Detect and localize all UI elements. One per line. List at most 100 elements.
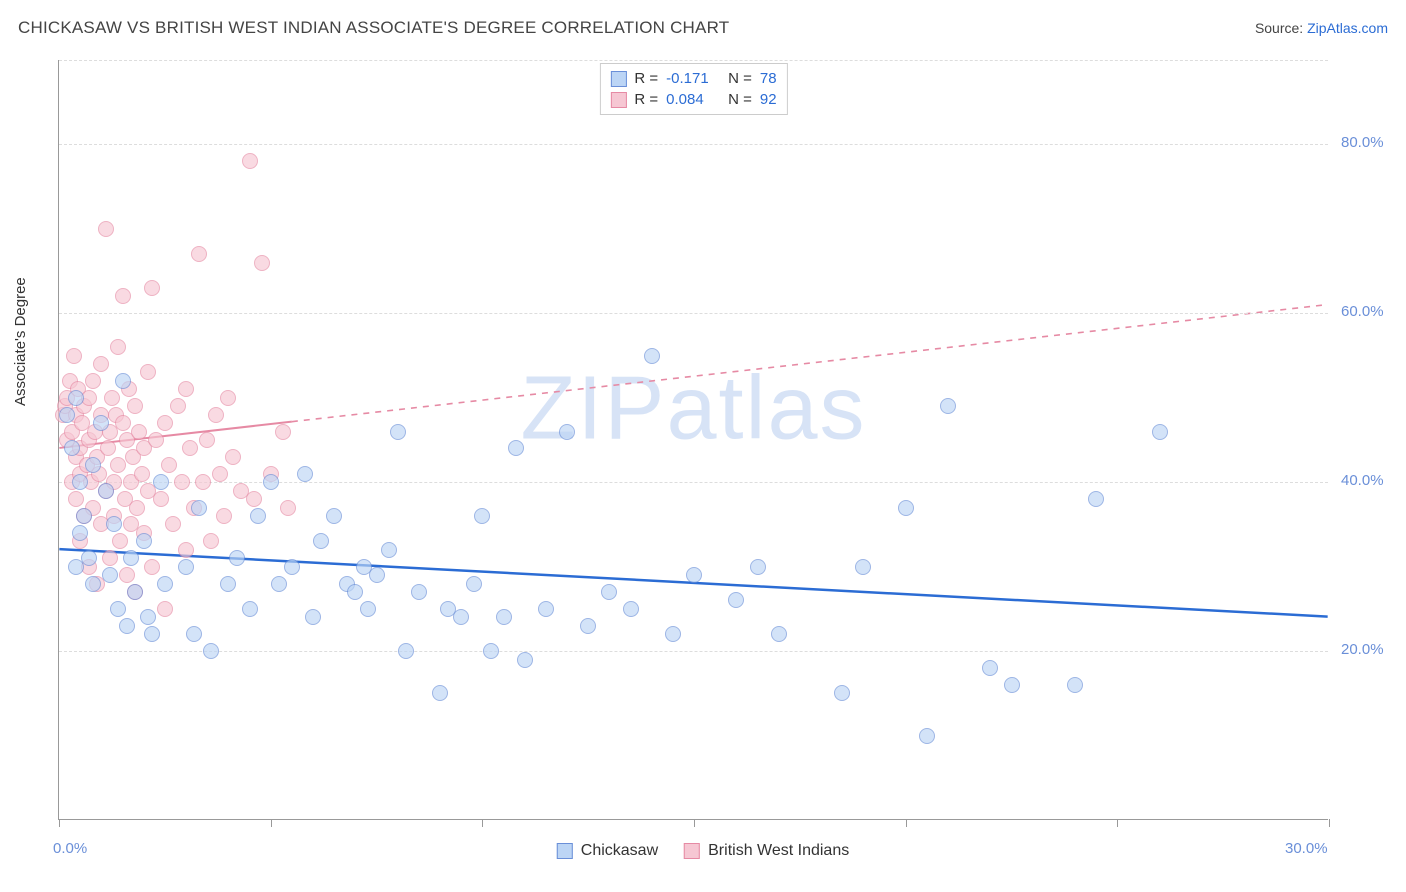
x-tick	[1329, 819, 1330, 827]
trend-line-dashed	[292, 305, 1328, 422]
data-point	[496, 609, 512, 625]
data-point	[100, 440, 116, 456]
stats-row: R =-0.171N =78	[610, 68, 776, 89]
data-point	[601, 584, 617, 600]
x-tick-label: 30.0%	[1285, 840, 1328, 857]
data-point	[153, 474, 169, 490]
data-point	[474, 508, 490, 524]
data-point	[1067, 677, 1083, 693]
data-point	[134, 466, 150, 482]
data-point	[148, 432, 164, 448]
data-point	[254, 255, 270, 271]
x-tick	[906, 819, 907, 827]
data-point	[144, 559, 160, 575]
data-point	[508, 440, 524, 456]
data-point	[165, 516, 181, 532]
data-point	[157, 601, 173, 617]
data-point	[136, 533, 152, 549]
data-point	[178, 381, 194, 397]
y-tick-label: 20.0%	[1341, 641, 1384, 658]
data-point	[1004, 677, 1020, 693]
data-point	[559, 424, 575, 440]
x-tick	[59, 819, 60, 827]
data-point	[517, 652, 533, 668]
gridline-h	[59, 144, 1328, 145]
data-point	[347, 584, 363, 600]
data-point	[59, 407, 75, 423]
swatch-icon	[610, 92, 626, 108]
data-point	[110, 601, 126, 617]
data-point	[280, 500, 296, 516]
data-point	[246, 491, 262, 507]
trend-lines	[59, 60, 1328, 819]
chart-title: CHICKASAW VS BRITISH WEST INDIAN ASSOCIA…	[18, 18, 729, 38]
data-point	[271, 576, 287, 592]
gridline-h	[59, 482, 1328, 483]
data-point	[225, 449, 241, 465]
x-tick	[694, 819, 695, 827]
x-tick-label: 0.0%	[53, 840, 87, 857]
data-point	[157, 576, 173, 592]
data-point	[834, 685, 850, 701]
data-point	[1152, 424, 1168, 440]
data-point	[106, 516, 122, 532]
y-tick-label: 40.0%	[1341, 472, 1384, 489]
watermark-thin: atlas	[666, 359, 866, 459]
data-point	[112, 533, 128, 549]
data-point	[72, 474, 88, 490]
chart-legend: Chickasaw British West Indians	[557, 842, 849, 860]
data-point	[115, 415, 131, 431]
data-point	[157, 415, 173, 431]
data-point	[186, 626, 202, 642]
data-point	[326, 508, 342, 524]
data-point	[104, 390, 120, 406]
data-point	[771, 626, 787, 642]
stat-r-value: -0.171	[666, 68, 720, 89]
data-point	[144, 280, 160, 296]
data-point	[686, 567, 702, 583]
x-tick	[482, 819, 483, 827]
y-axis-label: Associate's Degree	[12, 277, 29, 406]
data-point	[182, 440, 198, 456]
data-point	[580, 618, 596, 634]
data-point	[129, 500, 145, 516]
legend-item: Chickasaw	[557, 842, 658, 860]
source-attribution: Source: ZipAtlas.com	[1255, 20, 1388, 36]
data-point	[390, 424, 406, 440]
data-point	[64, 440, 80, 456]
source-prefix: Source:	[1255, 20, 1307, 36]
data-point	[466, 576, 482, 592]
data-point	[195, 474, 211, 490]
data-point	[212, 466, 228, 482]
data-point	[369, 567, 385, 583]
data-point	[263, 474, 279, 490]
data-point	[855, 559, 871, 575]
swatch-icon	[610, 71, 626, 87]
data-point	[102, 550, 118, 566]
data-point	[115, 373, 131, 389]
data-point	[220, 576, 236, 592]
data-point	[229, 550, 245, 566]
data-point	[98, 483, 114, 499]
data-point	[919, 728, 935, 744]
data-point	[313, 533, 329, 549]
data-point	[68, 390, 84, 406]
data-point	[644, 348, 660, 364]
legend-item: British West Indians	[684, 842, 849, 860]
data-point	[178, 559, 194, 575]
data-point	[85, 457, 101, 473]
data-point	[1088, 491, 1104, 507]
source-link[interactable]: ZipAtlas.com	[1307, 20, 1388, 36]
stat-r-label: R =	[634, 68, 658, 89]
gridline-h	[59, 60, 1328, 61]
data-point	[483, 643, 499, 659]
stat-n-label: N =	[728, 68, 752, 89]
data-point	[72, 525, 88, 541]
data-point	[728, 592, 744, 608]
stats-row: R =0.084N =92	[610, 89, 776, 110]
stat-n-label: N =	[728, 89, 752, 110]
stat-n-value: 92	[760, 89, 777, 110]
data-point	[98, 221, 114, 237]
data-point	[398, 643, 414, 659]
data-point	[68, 491, 84, 507]
